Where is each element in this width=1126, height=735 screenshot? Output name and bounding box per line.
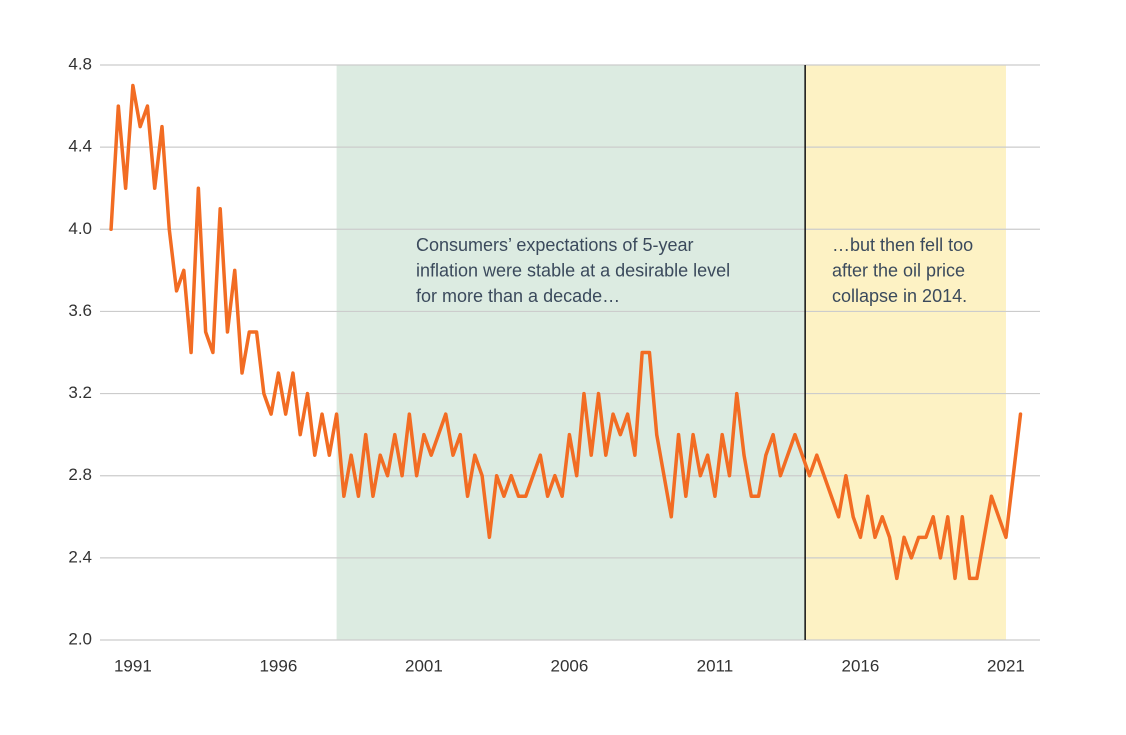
x-tick-label: 2006 [551,656,589,675]
annotation: collapse in 2014. [832,286,967,306]
x-tick-label: 2001 [405,656,443,675]
x-tick-label: 1991 [114,656,152,675]
y-tick-label: 2.0 [68,629,92,648]
annotation: inflation were stable at a desirable lev… [416,260,730,280]
annotation: after the oil price [832,260,965,280]
x-tick-label: 2011 [697,656,734,675]
annotation: for more than a decade… [416,286,620,306]
y-tick-label: 4.0 [68,219,92,238]
y-tick-label: 4.8 [68,54,92,73]
x-tick-label: 1996 [259,656,297,675]
y-tick-label: 2.8 [68,465,92,484]
annotation: …but then fell too [832,235,973,255]
annotation: Consumers’ expectations of 5-year [416,235,693,255]
y-tick-label: 2.4 [68,547,92,566]
series-line [109,83,1023,581]
y-tick-label: 3.2 [68,383,92,402]
x-tick-label: 2016 [842,656,880,675]
y-tick-label: 3.6 [68,301,92,320]
shaded-region [805,65,1006,640]
shaded-region [336,65,806,640]
y-tick-label: 4.4 [68,137,92,156]
x-tick-label: 2021 [987,656,1025,675]
